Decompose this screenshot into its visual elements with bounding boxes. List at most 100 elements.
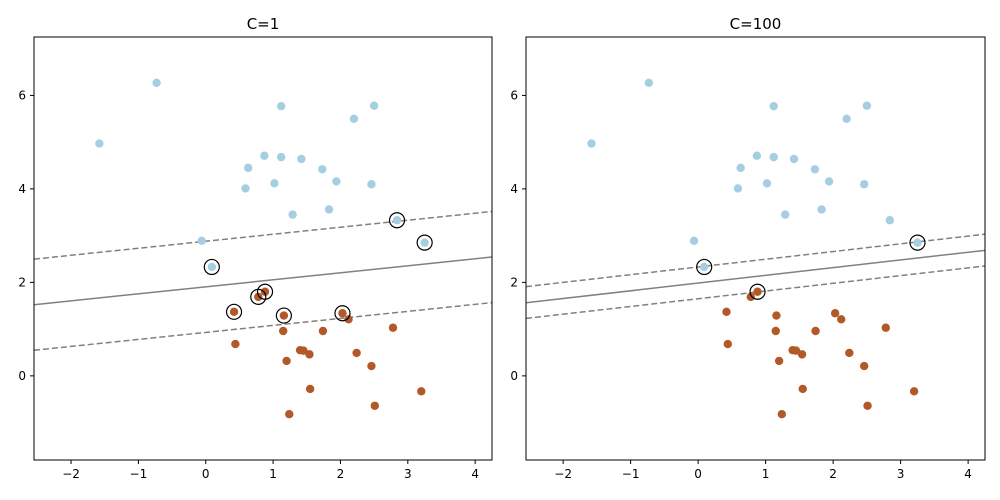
data-point-class-0 [824, 177, 834, 186]
x-tick-label: 1 [269, 467, 277, 481]
data-point-class-0 [700, 262, 709, 272]
data-point-class-0 [817, 205, 826, 214]
chart-panel-1: C=1 −2 −1 0 1 2 3 4 0 2 4 6 [18, 15, 493, 481]
chart-panel-2: C=100 −2 −1 0 1 2 3 4 0 2 4 6 [510, 15, 986, 481]
data-point-class-1 [279, 326, 288, 336]
x-tick-label: 3 [404, 467, 412, 481]
decision-boundary-line [34, 256, 492, 306]
data-point-class-0 [862, 101, 872, 110]
support-vector-ring [225, 303, 243, 320]
y-tick-label: 4 [510, 182, 518, 196]
y-tick-label: 0 [510, 369, 518, 383]
x-tick-label: −1 [130, 467, 148, 481]
chart-title: C=100 [730, 15, 782, 33]
support-vector-ring [909, 234, 926, 251]
data-point-class-0 [241, 184, 250, 193]
data-point-class-0 [297, 154, 306, 164]
data-point-class-0 [752, 151, 762, 160]
data-point-class-0 [781, 210, 790, 219]
data-point-class-1 [367, 361, 376, 371]
margin-line-2 [34, 301, 492, 352]
data-point-class-1 [811, 326, 820, 336]
x-tick-label: 1 [762, 467, 770, 481]
support-vector-ring [334, 305, 351, 322]
data-point-class-0 [95, 139, 104, 148]
margin-line-1 [526, 233, 985, 288]
data-point-class-0 [207, 262, 217, 272]
x-tick-label: 4 [471, 467, 479, 481]
data-point-class-1 [344, 315, 353, 324]
data-point-class-1 [837, 315, 846, 324]
x-tick-label: 2 [337, 467, 345, 481]
x-tick-label: 0 [202, 467, 210, 481]
data-point-class-1 [723, 339, 733, 349]
data-point-class-1 [417, 387, 426, 396]
data-point-class-1 [909, 387, 919, 396]
y-tick-label: 0 [18, 369, 26, 383]
data-point-class-1 [798, 384, 807, 394]
data-point-class-1 [260, 287, 270, 296]
y-tick-label: 4 [18, 182, 26, 196]
x-tick-label: 3 [897, 467, 905, 481]
data-point-class-1 [285, 409, 294, 419]
data-point-class-0 [689, 236, 699, 245]
data-point-class-0 [152, 78, 161, 88]
y-tick-label: 2 [510, 275, 518, 289]
data-point-class-1 [318, 326, 328, 336]
data-point-class-0 [276, 101, 286, 111]
support-vector-ring [388, 212, 406, 229]
data-point-class-1 [797, 350, 807, 359]
data-point-class-0 [367, 180, 376, 189]
data-point-class-1 [859, 361, 869, 371]
data-point-class-0 [913, 238, 922, 247]
data-point-class-1 [338, 309, 347, 318]
data-point-class-0 [733, 184, 743, 193]
data-point-class-0 [842, 114, 851, 123]
data-point-class-0 [789, 154, 799, 164]
data-point-class-1 [254, 292, 263, 302]
data-point-class-0 [318, 165, 327, 174]
support-vector-ring [696, 258, 713, 276]
data-point-class-1 [881, 323, 890, 332]
data-point-class-0 [260, 151, 269, 160]
data-point-class-0 [810, 165, 820, 174]
data-point-class-0 [859, 180, 869, 189]
data-point-class-0 [270, 179, 279, 188]
data-point-class-1 [352, 348, 361, 358]
data-point-class-1 [722, 307, 731, 317]
data-point-class-0 [332, 177, 341, 186]
x-tick-label: 0 [694, 467, 702, 481]
data-point-class-1 [830, 309, 840, 318]
data-point-class-0 [769, 101, 778, 111]
chart-title: C=1 [247, 15, 280, 33]
support-vector-ring [416, 234, 433, 251]
decision-boundary-line [526, 249, 985, 304]
data-point-class-0 [762, 179, 772, 188]
data-point-class-0 [243, 163, 253, 173]
data-point-class-1 [305, 384, 315, 394]
axes-frame [525, 36, 986, 461]
support-vector-ring [203, 258, 220, 276]
data-point-class-1 [231, 339, 240, 349]
data-point-class-1 [771, 326, 780, 336]
x-tick-label: −2 [554, 467, 572, 481]
data-point-class-1 [863, 401, 872, 410]
data-point-class-1 [370, 401, 380, 410]
data-point-class-1 [229, 307, 239, 317]
data-point-class-1 [845, 348, 854, 358]
data-point-class-0 [736, 163, 745, 173]
data-point-class-0 [392, 216, 402, 225]
data-point-class-0 [420, 238, 429, 247]
x-tick-label: 2 [829, 467, 837, 481]
data-point-class-0 [885, 216, 895, 225]
axes-frame [33, 36, 493, 461]
plot-area [526, 78, 985, 419]
data-point-class-1 [777, 409, 787, 419]
data-point-class-0 [288, 210, 297, 219]
data-point-class-1 [746, 292, 755, 302]
data-point-class-0 [197, 236, 206, 245]
data-point-class-0 [276, 152, 286, 162]
data-point-class-0 [349, 114, 359, 123]
support-vector-ring [256, 283, 274, 300]
